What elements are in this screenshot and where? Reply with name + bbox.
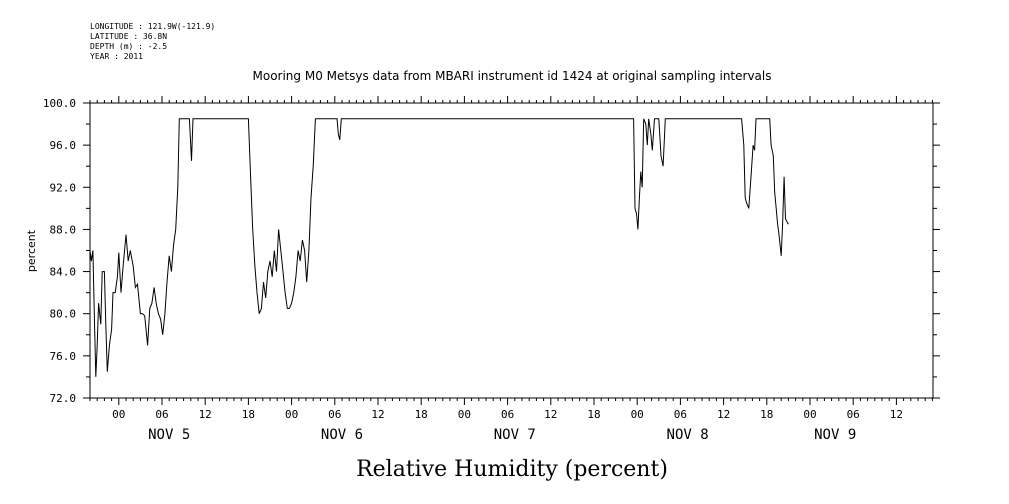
axis-ticks (83, 96, 940, 405)
x-tick-label: 06 (328, 408, 341, 421)
x-date-label: NOV 9 (814, 427, 856, 443)
latitude-label: LATITUDE : 36.8N (90, 32, 168, 41)
x-date-label: NOV 6 (321, 427, 363, 443)
x-date-label: NOV 7 (494, 427, 536, 443)
x-tick-label: 06 (501, 408, 514, 421)
x-tick-label: 06 (847, 408, 860, 421)
x-tick-label: 12 (890, 408, 903, 421)
x-tick-label: 12 (199, 408, 212, 421)
y-tick-label: 80.0 (50, 308, 77, 321)
plot-frame (89, 102, 934, 399)
y-tick-labels: 72.0 76.0 80.0 84.0 88.0 92.0 96.0 100.0 (43, 97, 76, 405)
depth-label: DEPTH (m) : -2.5 (90, 42, 168, 51)
mooring-metadata: LONGITUDE : 121.9W(-121.9) LATITUDE : 36… (90, 22, 215, 62)
x-tick-label: 06 (155, 408, 168, 421)
x-tick-label: 06 (674, 408, 687, 421)
x-tick-label: 00 (285, 408, 298, 421)
x-tick-label: 18 (587, 408, 600, 421)
x-tick-labels: 00 06 12 18 00 06 12 18 00 06 12 18 00 06 12 18 00 06 12 (112, 408, 903, 421)
x-axis-label: Relative Humidity (percent) (356, 457, 668, 482)
x-tick-label: 18 (415, 408, 428, 421)
y-tick-label: 100.0 (43, 97, 76, 110)
y-tick-label: 96.0 (50, 139, 77, 152)
x-tick-label: 12 (371, 408, 384, 421)
x-date-labels: NOV 5 NOV 6 NOV 7 NOV 8 NOV 9 (148, 427, 856, 443)
x-tick-label: 00 (112, 408, 125, 421)
y-tick-label: 84.0 (50, 266, 77, 279)
y-tick-label: 88.0 (50, 223, 77, 236)
y-tick-label: 76.0 (50, 350, 77, 363)
x-tick-label: 12 (544, 408, 557, 421)
chart-title: Mooring M0 Metsys data from MBARI instru… (253, 69, 772, 83)
humidity-series-line (90, 118, 789, 377)
x-date-label: NOV 8 (667, 427, 709, 443)
x-tick-label: 00 (803, 408, 816, 421)
x-tick-label: 00 (631, 408, 644, 421)
x-date-label: NOV 5 (148, 427, 190, 443)
longitude-label: LONGITUDE : 121.9W(-121.9) (90, 22, 216, 31)
x-tick-label: 12 (717, 408, 730, 421)
y-tick-label: 92.0 (50, 181, 77, 194)
x-tick-label: 00 (458, 408, 471, 421)
y-axis-label: percent (25, 229, 38, 272)
x-tick-label: 18 (242, 408, 255, 421)
year-label: YEAR : 2011 (90, 52, 143, 61)
y-tick-label: 72.0 (50, 392, 77, 405)
x-tick-label: 18 (760, 408, 773, 421)
